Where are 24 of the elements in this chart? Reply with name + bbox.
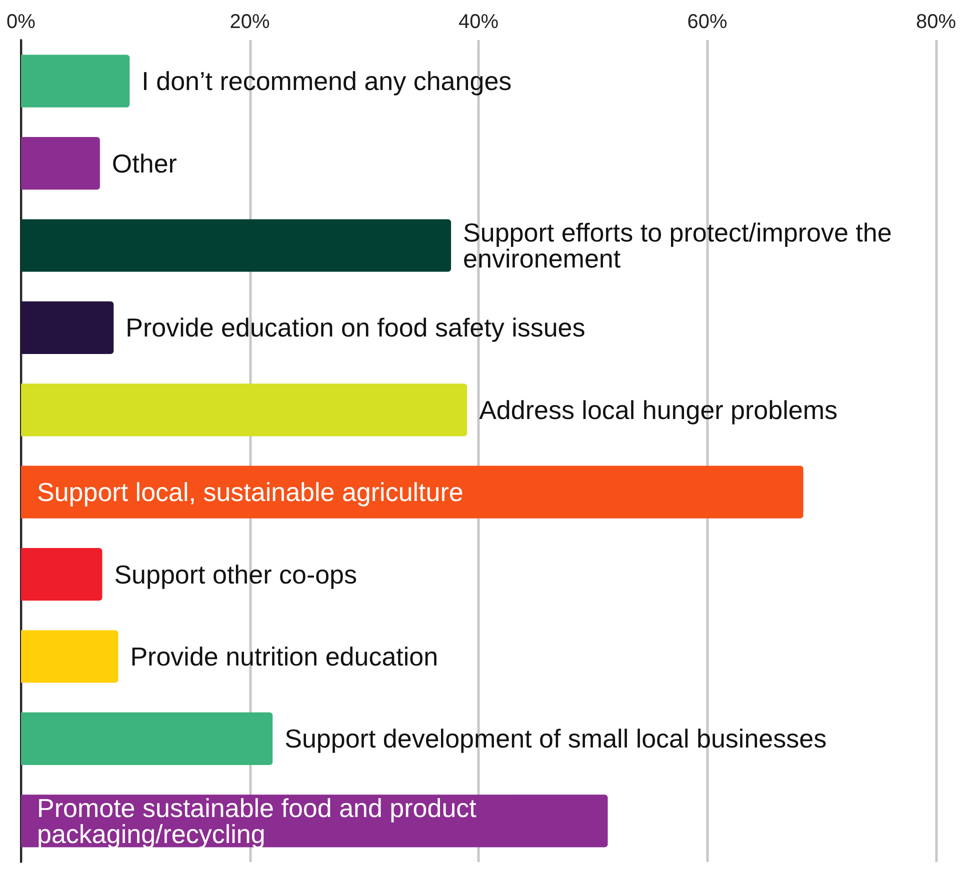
bar [21, 548, 102, 601]
y-tick-label: Promote sustainable food and product packaging/recycling [37, 792, 484, 849]
bar [21, 712, 273, 766]
x-tick-label: 80% [916, 11, 956, 33]
y-tick-label: Support other co-ops [114, 559, 358, 590]
bar [21, 136, 100, 190]
y-tick-label: I don’t recommend any changes [142, 66, 512, 96]
bar [21, 630, 118, 683]
y-tick-label: Other [112, 148, 178, 178]
x-tick-label: 20% [230, 11, 270, 33]
x-tick-label: 40% [458, 11, 499, 33]
x-tick-label: 0% [6, 11, 36, 33]
y-tick-label: Address local hunger problems [479, 394, 838, 425]
y-tick-label: Support development of small local businesses [284, 724, 827, 754]
bar [21, 219, 452, 272]
bar [21, 301, 114, 354]
bar [21, 54, 130, 108]
y-tick-label: Support efforts to protect/improve the environement [463, 218, 900, 274]
y-tick-label: Support local, sustainable agriculture [37, 477, 464, 508]
y-tick-label: Provide education on food safety issues [126, 312, 586, 343]
bar [21, 384, 468, 436]
bar [21, 466, 804, 518]
y-tick-label: Provide nutrition education [130, 642, 438, 672]
x-tick-label: 60% [687, 11, 728, 33]
